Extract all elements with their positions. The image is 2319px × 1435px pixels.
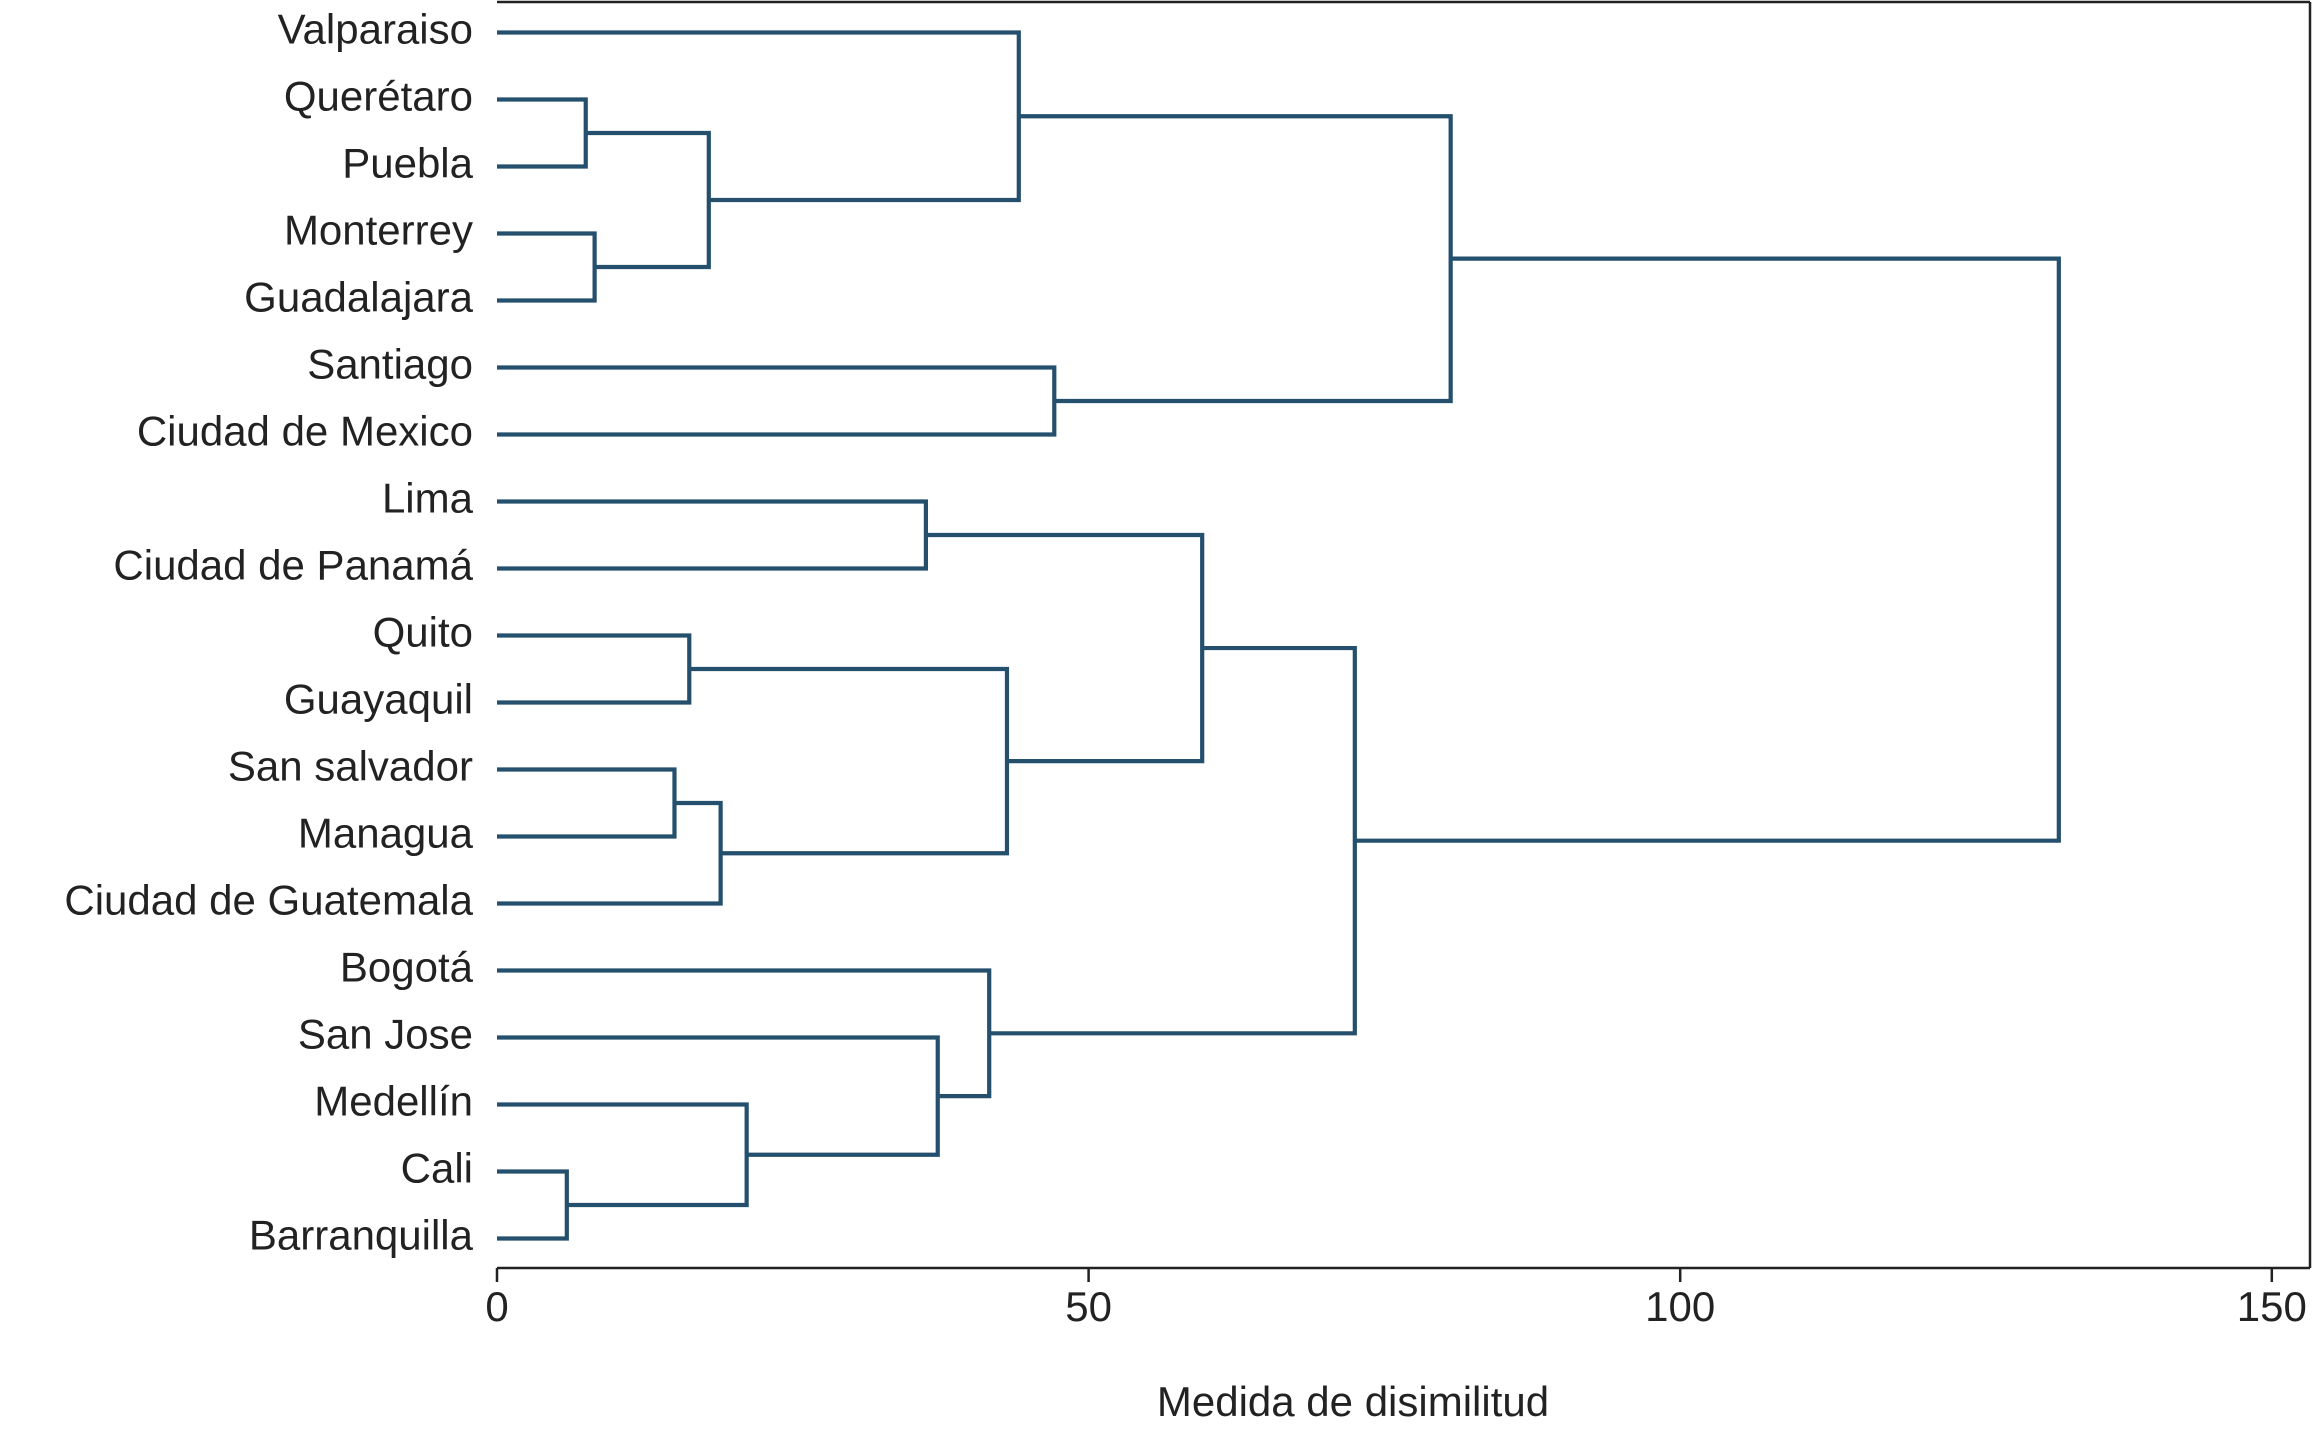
leaf-label: Valparaiso [278,6,473,53]
dendrogram-link [497,30,1021,203]
leaf-label: Santiago [307,341,473,388]
dendrogram-link [497,365,1057,437]
dendrogram-link [497,97,588,169]
leaf-label: Managua [298,810,474,857]
leaf-label: Ciudad de Guatemala [64,877,473,924]
leaf-label: Guadalajara [244,274,473,321]
leaf-label: Guayaquil [284,676,473,723]
dendrogram-link [497,968,992,1099]
leaf-label: Lima [382,475,474,522]
x-tick-label: 100 [1645,1283,1715,1330]
leaf-label: Ciudad de Panamá [113,542,473,589]
leaf-label: San salvador [228,743,473,790]
dendrogram-link [497,800,723,906]
leaf-label: Quito [373,609,473,656]
dendrogram-link [989,645,1357,1036]
dendrogram-link [925,532,1205,764]
x-axis-title: Medida de disimilitud [1157,1378,1549,1425]
dendrogram-link [497,499,929,571]
x-tick-label: 0 [485,1283,508,1330]
leaf-label: Medellín [314,1078,473,1125]
leaf-label: Ciudad de Mexico [137,408,473,455]
dendrogram-link [585,130,711,270]
leaf-label: Barranquilla [249,1212,474,1259]
leaf-label: Bogotá [340,944,474,991]
dendrogram-link [1018,114,1453,404]
dendrogram-link [497,231,597,303]
x-tick-label: 50 [1065,1283,1112,1330]
leaf-label: Puebla [342,140,473,187]
leaf-label: Querétaro [284,73,473,120]
dendrogram-link [497,1169,569,1241]
dendrogram-link [497,633,692,705]
leaf-label: Cali [401,1145,473,1192]
x-tick-label: 150 [2237,1283,2307,1330]
dendrogram-link [1354,256,2061,843]
leaf-label: San Jose [298,1011,473,1058]
dendrogram-link [689,666,1010,856]
dendrogram-link [497,1102,749,1208]
leaf-label: Monterrey [284,207,473,254]
dendrogram-link [497,767,677,839]
dendrogram-link [497,1035,940,1157]
